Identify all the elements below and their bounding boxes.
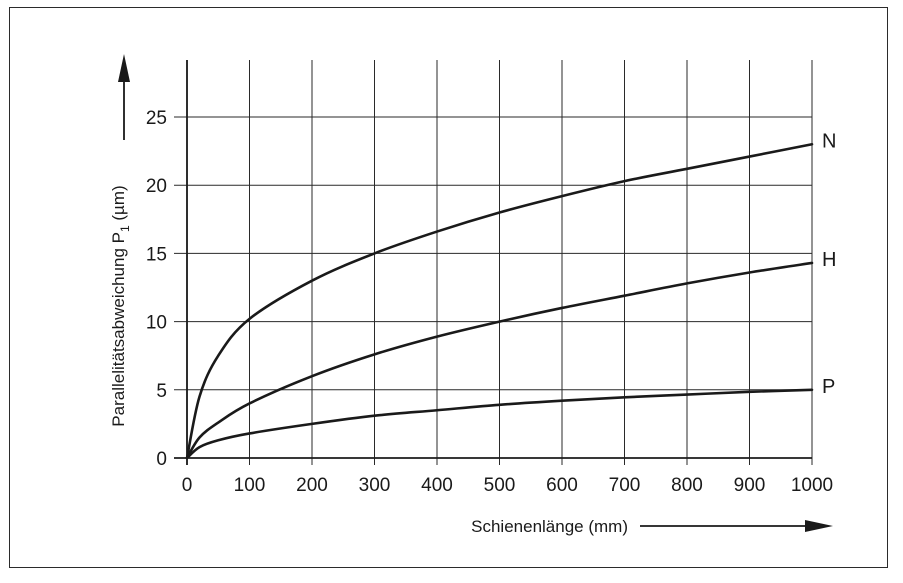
x-axis-label: Schienenlänge (mm): [471, 517, 628, 536]
curves: [185, 142, 814, 460]
y-axis-label: Parallelitätsabweichung P1 (µm): [109, 185, 132, 426]
x-arrow-head: [805, 520, 833, 532]
x-tick-label-400: 400: [421, 475, 453, 496]
curve-labels: N H P: [822, 130, 836, 398]
curve-label-P: P: [822, 376, 835, 398]
curve-N: [185, 142, 814, 460]
y-tick-label-10: 10: [146, 313, 167, 334]
x-tick-label-200: 200: [296, 475, 328, 496]
x-tick-label-300: 300: [359, 475, 391, 496]
y-axis-label-main: Parallelitätsabweichung P: [109, 232, 128, 427]
curve-label-N: N: [822, 130, 836, 152]
y-axis-label-sub: 1: [118, 225, 132, 232]
y-tick-label-5: 5: [156, 381, 167, 402]
y-tick-label-0: 0: [156, 449, 167, 470]
chart-frame: [9, 7, 888, 568]
y-axis-label-unit: (µm): [109, 185, 128, 225]
y-tick-label-20: 20: [146, 176, 167, 197]
x-tick-label-600: 600: [546, 475, 578, 496]
curve-H: [185, 261, 814, 460]
y-tick-label-15: 15: [146, 244, 167, 265]
tick-labels: 0 100 200 300 400 500 600 700 800 900 1000 0 5 10 15 20…: [146, 108, 833, 496]
x-tick-label-1000: 1000: [791, 475, 833, 496]
x-tick-label-100: 100: [234, 475, 266, 496]
y-tick-label-25: 25: [146, 108, 167, 129]
x-tick-label-500: 500: [484, 475, 516, 496]
curve-label-H: H: [822, 249, 836, 271]
x-tick-label-700: 700: [609, 475, 641, 496]
curve-P: [185, 388, 814, 460]
y-arrow-head: [118, 54, 130, 82]
x-tick-label-0: 0: [182, 475, 193, 496]
x-tick-label-900: 900: [734, 475, 766, 496]
x-tick-label-800: 800: [671, 475, 703, 496]
axes: [174, 60, 812, 465]
